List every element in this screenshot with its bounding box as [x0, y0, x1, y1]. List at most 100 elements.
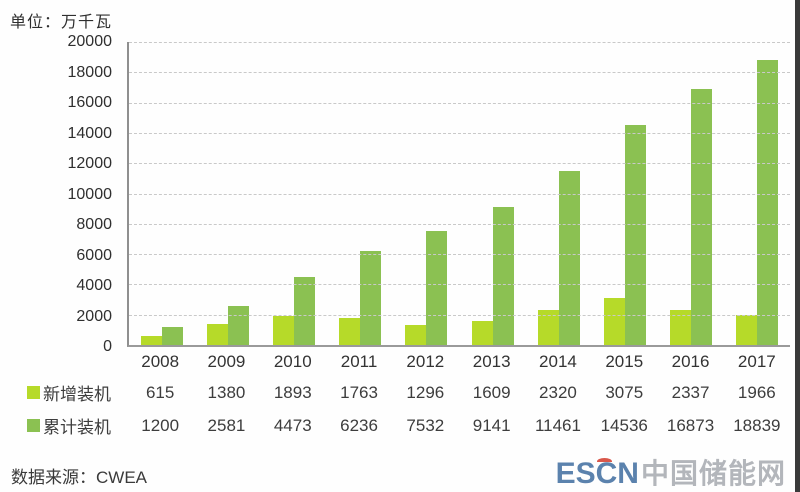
escn-red-accent-icon [596, 458, 612, 465]
year-label-2009: 2009 [207, 352, 246, 371]
y-tick-label: 8000 [76, 216, 112, 233]
value-series2-2015: 14536 [600, 415, 648, 435]
bar-series1-2009 [207, 324, 229, 345]
legend-item-cumulative: 累计装机 [0, 413, 127, 438]
bar-series2-2011 [360, 250, 382, 345]
value-series1-2012: 1296 [406, 382, 445, 402]
value-series2-2012: 7532 [406, 415, 445, 435]
gridline [129, 314, 790, 316]
year-label-2014: 2014 [539, 352, 577, 371]
bar-group-2014 [526, 42, 592, 345]
y-tick-label: 6000 [76, 246, 112, 264]
value-series2-2010: 4473 [273, 415, 312, 435]
value-series1-2017: 1966 [737, 382, 776, 402]
y-tick-label: 2000 [76, 307, 112, 325]
escn-logo: ESCN 中国储能网 [556, 452, 786, 492]
bar-series2-2013 [492, 206, 514, 345]
year-label-2011: 2011 [340, 352, 378, 371]
y-tick-label: 12000 [67, 155, 113, 172]
values-row-new-installed: 615 1380 1893 1763 1296 1609 2320 3075 2337 1966 [127, 383, 790, 403]
gridline [129, 72, 790, 74]
data-source-label: 数据来源：CWEA [11, 468, 147, 487]
legend-swatch-new-installed-icon [27, 386, 40, 399]
bar-group-2012 [393, 42, 459, 345]
gridline [129, 102, 790, 104]
bar-series2-2012 [426, 230, 448, 345]
value-series2-2009: 2581 [207, 415, 246, 435]
bar-series1-2008 [141, 335, 163, 345]
bar-series1-2012 [405, 325, 427, 345]
values-row-cumulative: 1200 2581 4473 6236 7532 9141 11461 14536 16873 1… [127, 416, 790, 436]
bar-series1-2014 [537, 309, 559, 345]
year-label-2015: 2015 [605, 352, 644, 371]
bar-series2-2010 [294, 277, 316, 345]
gridline [129, 284, 790, 286]
bar-group-2017 [724, 42, 790, 345]
y-tick-label: 10000 [67, 185, 113, 203]
escn-logo-chinese: 中国储能网 [640, 458, 786, 489]
escn-logo-text: ESCN [556, 457, 639, 491]
bar-series2-2009 [228, 305, 250, 345]
gridline [129, 254, 790, 256]
bar-series2-2017 [756, 59, 778, 345]
y-tick-label: 18000 [67, 63, 113, 81]
bar-series2-2015 [624, 124, 646, 345]
bar-series1-2010 [273, 316, 295, 345]
bar-series1-2013 [471, 320, 493, 345]
bar-series1-2016 [669, 309, 691, 345]
bar-group-2008 [129, 42, 195, 345]
bar-series2-2014 [558, 171, 580, 345]
value-series2-2016: 16873 [666, 415, 715, 435]
year-label-2008: 2008 [141, 352, 180, 371]
gridline [129, 132, 790, 134]
y-tick-label: 14000 [67, 124, 113, 142]
value-series1-2016: 2337 [671, 382, 710, 402]
bar-series2-2016 [690, 89, 712, 345]
value-series1-2014: 2320 [539, 382, 577, 402]
bars-container [129, 42, 790, 345]
value-series2-2013: 9141 [472, 415, 511, 435]
bar-group-2013 [459, 42, 525, 345]
y-tick-label: 4000 [76, 277, 112, 294]
table-row-cumulative: 累计装机 1200 2581 4473 6236 7532 9141 11461 14536 1… [0, 413, 790, 438]
gridline [129, 42, 790, 43]
value-series2-2014: 11461 [534, 415, 581, 435]
value-series1-2013: 1609 [472, 382, 511, 402]
series-name-cumulative: 累计装机 [43, 418, 111, 437]
bar-series1-2011 [339, 318, 361, 345]
value-series1-2008: 615 [145, 382, 175, 402]
year-label-2017: 2017 [737, 352, 776, 371]
right-edge-strip [795, 0, 800, 492]
value-series1-2009: 1380 [207, 382, 246, 402]
y-tick-label: 20000 [67, 33, 113, 50]
year-label-2013: 2013 [472, 352, 511, 371]
y-tick-label: 0 [103, 338, 112, 355]
value-series1-2011: 1763 [340, 382, 378, 402]
bar-group-2015 [592, 42, 658, 345]
bar-group-2011 [327, 42, 393, 345]
y-tick-label: 16000 [67, 94, 113, 111]
year-label-2010: 2010 [273, 352, 312, 371]
gridline [129, 163, 790, 165]
gridline [129, 223, 790, 225]
value-series2-2008: 1200 [141, 415, 180, 435]
bar-group-2016 [658, 42, 724, 345]
series-name-new-installed: 新增装机 [43, 385, 111, 404]
x-axis-labels: 2008 2009 2010 2011 2012 2013 2014 2015 2016 2017 [127, 352, 790, 372]
legend-item-new-installed: 新增装机 [0, 380, 127, 405]
legend-swatch-cumulative-icon [27, 419, 40, 432]
bar-series1-2017 [735, 315, 757, 345]
table-row-new-installed: 新增装机 615 1380 1893 1763 1296 1609 2320 3075 2337… [0, 380, 790, 405]
unit-label: 单位：万千瓦 [10, 14, 113, 31]
year-label-2016: 2016 [671, 352, 710, 371]
bar-series1-2015 [603, 298, 625, 345]
y-axis: 20000 18000 16000 14000 12000 10000 8000 6000 40… [0, 33, 113, 355]
gridline [129, 193, 790, 195]
value-series1-2010: 1893 [273, 382, 312, 402]
year-label-2012: 2012 [406, 352, 445, 371]
bar-series2-2008 [162, 326, 184, 345]
value-series2-2011: 6236 [340, 415, 378, 435]
plot-area [127, 42, 790, 347]
value-series1-2015: 3075 [605, 382, 644, 402]
